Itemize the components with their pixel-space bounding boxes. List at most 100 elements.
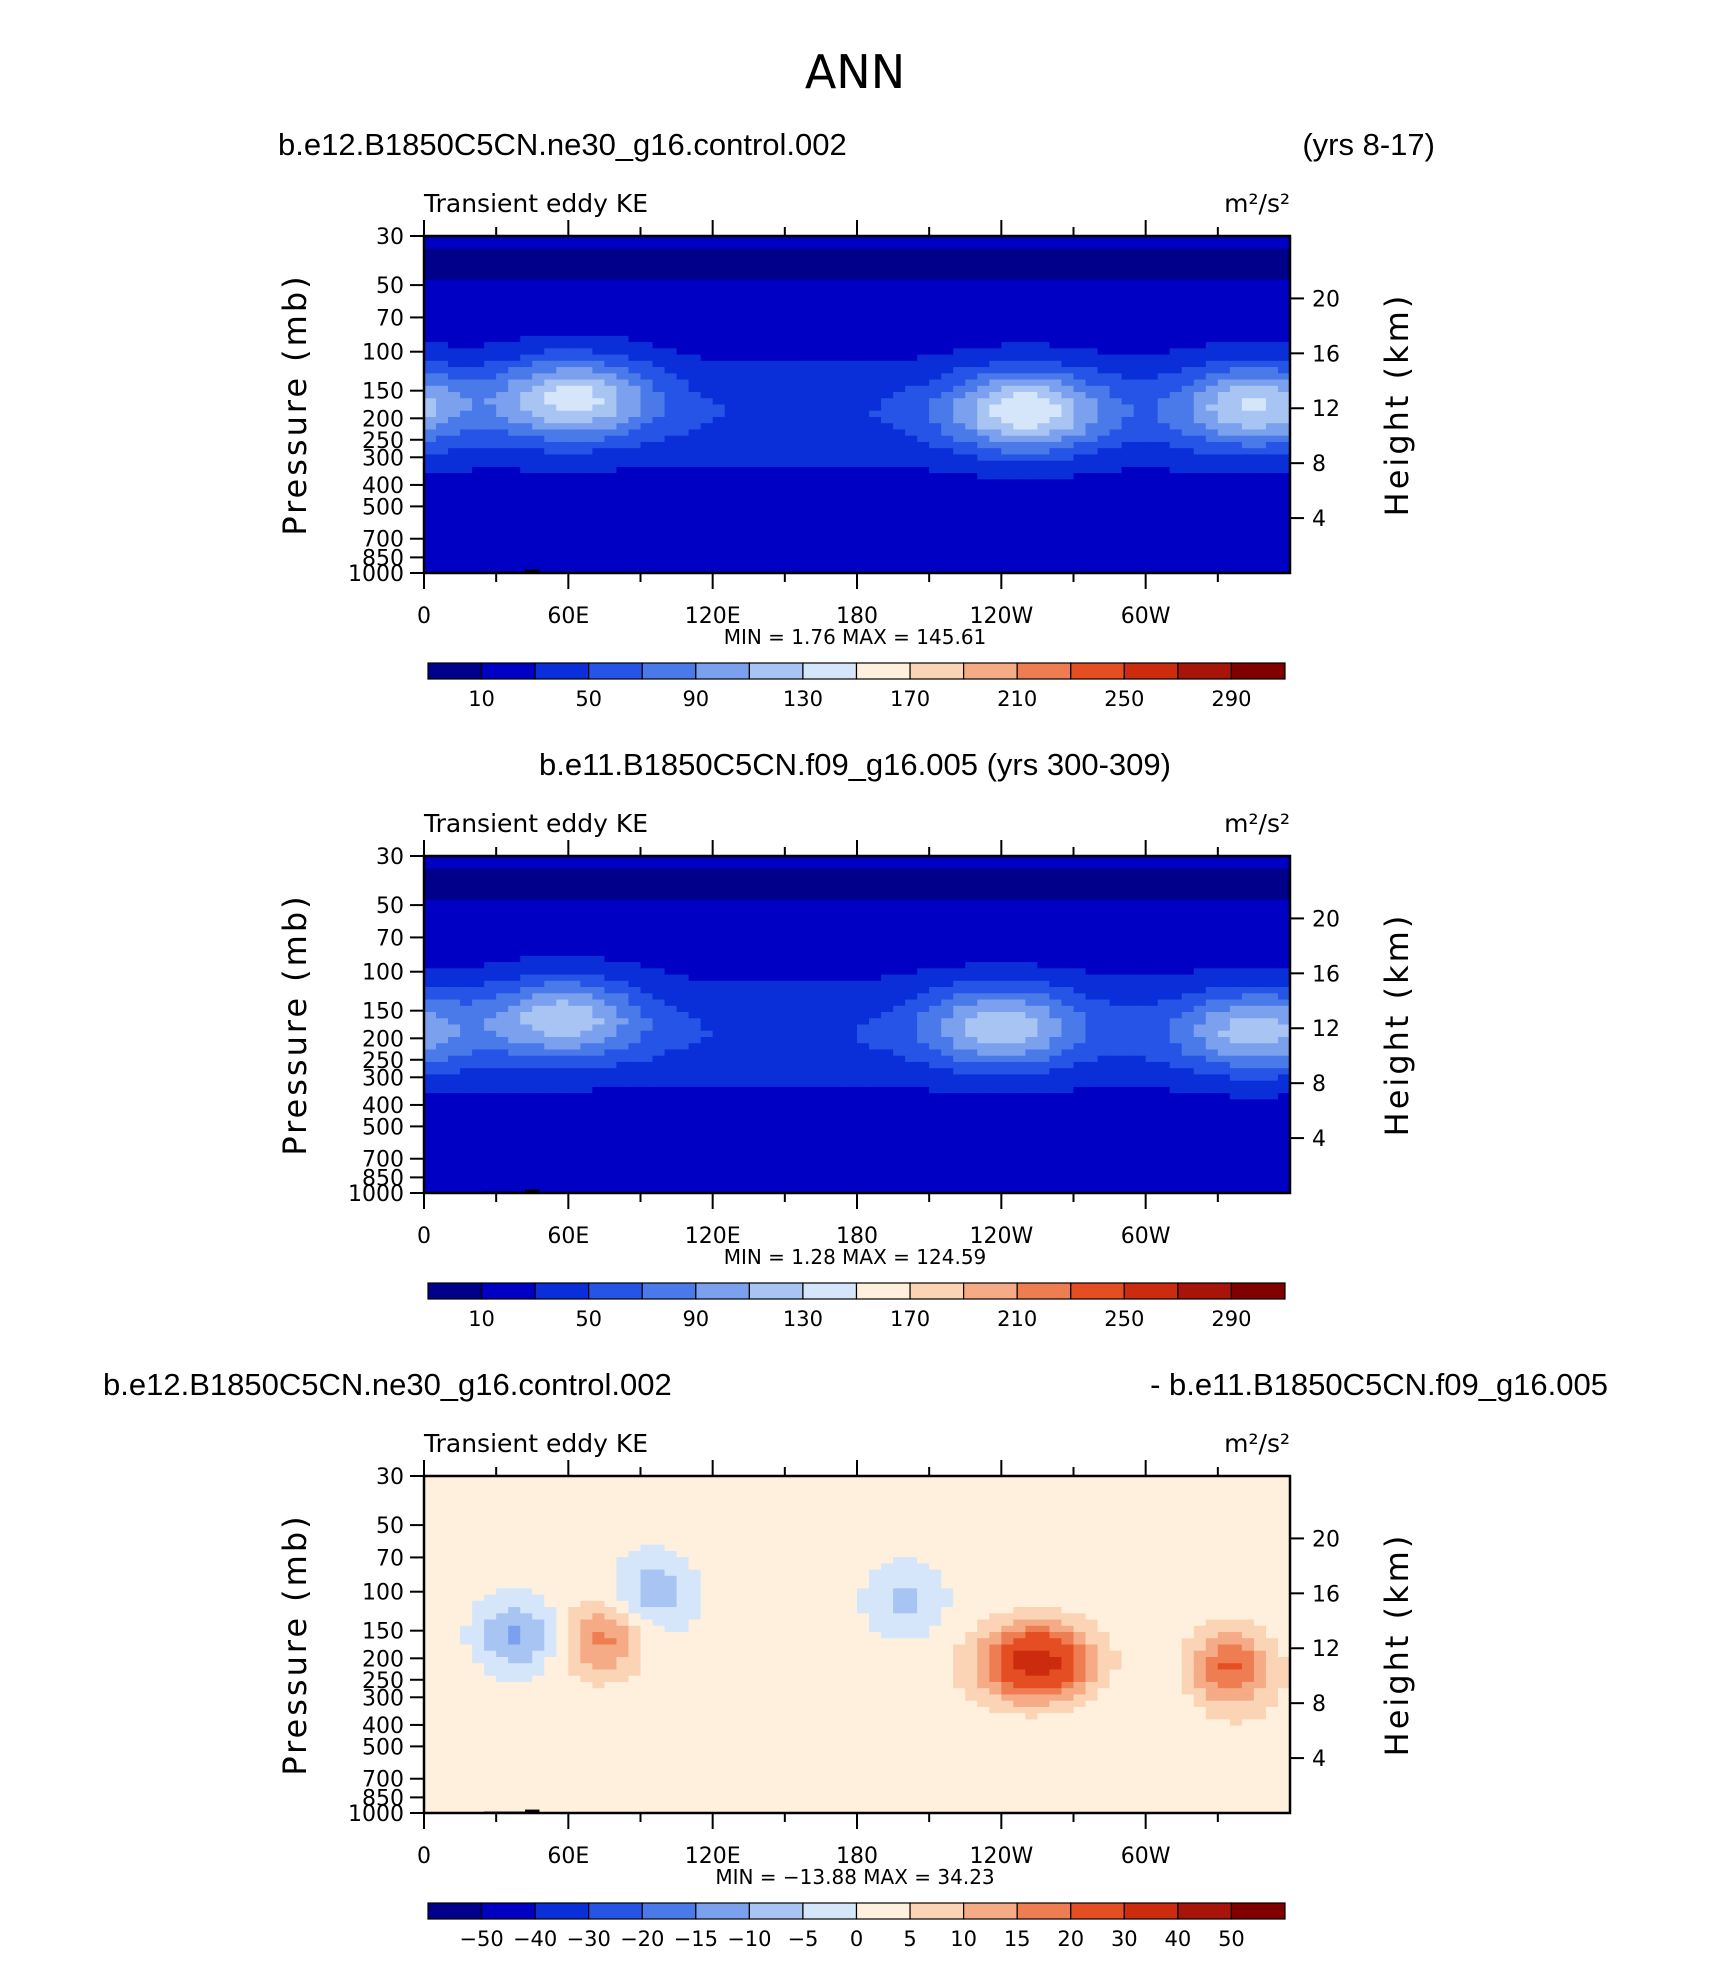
field-cell: [1097, 317, 1111, 324]
field-cell: [1265, 516, 1279, 524]
field-cell: [869, 535, 882, 543]
field-cell: [592, 360, 606, 368]
field-cell: [448, 1124, 461, 1132]
field-cell: [760, 404, 774, 412]
field-cell: [424, 504, 437, 512]
field-cell: [556, 304, 569, 312]
field-cell: [460, 441, 473, 449]
field-cell: [460, 1136, 473, 1144]
field-cell: [1109, 516, 1123, 524]
field-cell: [905, 273, 918, 281]
field-cell: [484, 248, 497, 256]
field-cell: [592, 1055, 606, 1063]
field-cell: [436, 968, 449, 976]
field-cell: [508, 1012, 521, 1019]
field-cell: [893, 260, 906, 268]
field-cell: [592, 1086, 606, 1094]
field-cell: [1073, 292, 1087, 300]
terrain-mask: [525, 569, 540, 573]
field-cell: [820, 285, 834, 293]
field-cell: [772, 335, 786, 343]
field-cell: [820, 404, 834, 412]
field-cell: [664, 466, 678, 474]
colorbar-swatch: [1123, 662, 1179, 680]
field-cell: [496, 1086, 509, 1094]
field-cell: [448, 429, 461, 437]
field-cell: [1277, 342, 1291, 349]
field-cell: [568, 1012, 581, 1019]
field-cell: [544, 510, 557, 518]
field-cell: [1253, 529, 1267, 537]
field-cell: [532, 1074, 545, 1082]
field-cell: [1073, 342, 1087, 349]
field-cell: [1073, 398, 1087, 406]
field-cell: [808, 267, 822, 275]
field-cell: [424, 924, 437, 932]
field-cell: [844, 560, 858, 568]
field-cell: [941, 560, 954, 568]
field-cell: [580, 342, 593, 349]
field-cell: [556, 1012, 569, 1019]
field-cell: [1025, 529, 1039, 537]
field-cell: [508, 560, 521, 568]
field-cell: [664, 373, 678, 381]
field-cell: [989, 404, 1002, 412]
field-cell: [568, 1080, 581, 1088]
field-cell: [640, 460, 654, 468]
field-cell: [808, 529, 822, 537]
field-cell: [1001, 448, 1014, 456]
field-cell: [1133, 498, 1147, 505]
field-cell: [905, 317, 918, 324]
field-cell: [953, 416, 966, 424]
field-cell: [520, 1030, 533, 1038]
field-cell: [724, 566, 738, 574]
field-cell: [604, 856, 618, 863]
field-cell: [568, 1111, 581, 1119]
field-cell: [1121, 260, 1135, 268]
field-cell: [616, 899, 630, 907]
field-cell: [1265, 329, 1279, 337]
panel-1: Transient eddy KE m²/s²305070100150200250…: [276, 189, 1416, 711]
field-cell: [1205, 273, 1219, 281]
field-cell: [808, 504, 822, 512]
field-cell: [1277, 267, 1291, 275]
field-cell: [580, 949, 593, 957]
field-cell: [1205, 516, 1219, 524]
field-cell: [1061, 292, 1075, 300]
colorbar-swatch: [1177, 662, 1233, 680]
field-cell: [881, 285, 894, 293]
field-cell: [604, 887, 618, 895]
field-cell: [436, 1111, 449, 1119]
field-cell: [1085, 242, 1099, 250]
field-cell: [1109, 429, 1123, 437]
field-cell: [893, 385, 906, 393]
field-cell: [965, 435, 978, 443]
field-cell: [460, 899, 473, 907]
field-cell: [772, 548, 786, 555]
field-cell: [520, 1124, 533, 1132]
field-cell: [736, 404, 750, 412]
field-cell: [568, 404, 581, 412]
field-cell: [700, 260, 714, 268]
field-cell: [664, 367, 678, 374]
field-cell: [484, 943, 497, 951]
field-cell: [953, 410, 966, 418]
field-cell: [556, 1080, 569, 1088]
field-cell: [508, 279, 521, 287]
field-cell: [832, 279, 846, 287]
field-cell: [1097, 435, 1111, 443]
field-cell: [1157, 466, 1171, 474]
field-cell: [893, 473, 906, 480]
field-cell: [881, 404, 894, 412]
field-cell: [496, 416, 509, 424]
field-cell: [664, 529, 678, 537]
field-cell: [820, 535, 834, 543]
field-cell: [604, 1018, 618, 1026]
field-cell: [1001, 454, 1014, 462]
field-cell: [953, 367, 966, 374]
field-cell: [424, 473, 437, 480]
field-cell: [628, 448, 642, 456]
field-cell: [977, 441, 990, 449]
field-cell: [448, 1024, 461, 1032]
field-cell: [424, 529, 437, 537]
